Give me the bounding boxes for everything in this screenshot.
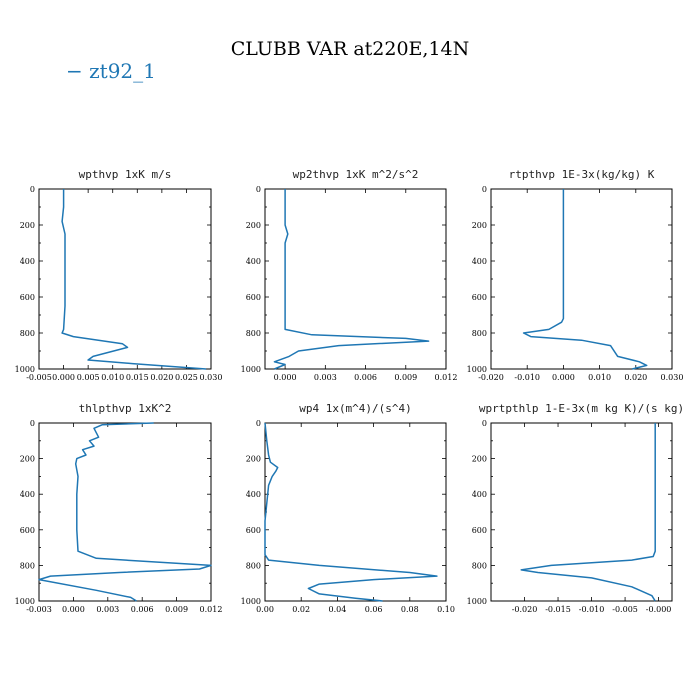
x-tick-label: 0.003 (314, 373, 337, 382)
x-tick-label: -0.020 (478, 373, 504, 382)
y-tick-label: 1000 (241, 365, 261, 374)
panel-title: rtpthvp 1E-3x(kg/kg) K (509, 168, 655, 181)
figure-title: CLUBB VAR at220E,14N (231, 38, 470, 60)
panel-title: wp4 1x(m^4)/(s^4) (299, 402, 412, 415)
panel-title: wprtpthlp 1-E-3x(m kg K)/(s kg) (479, 402, 684, 415)
legend-entry: − zt92_1 (66, 59, 156, 83)
x-tick-label: 0.006 (131, 605, 154, 614)
y-tick-label: 800 (472, 561, 487, 570)
y-tick-label: 1000 (467, 365, 487, 374)
x-tick-label: 0.030 (200, 373, 223, 382)
y-tick-label: 400 (472, 490, 487, 499)
x-tick-label: 0.020 (150, 373, 173, 382)
y-tick-label: 200 (472, 221, 487, 230)
x-tick-label: 0.04 (328, 605, 346, 614)
x-tick-label: -0.010 (579, 605, 605, 614)
x-tick-label: 0.010 (588, 373, 611, 382)
panel-6: wprtpthlp 1-E-3x(m kg K)/(s kg) 0 200 400 60… (467, 402, 685, 614)
x-tick-label: 0.10 (437, 605, 455, 614)
plot-frame (38, 422, 212, 602)
y-tick-label: 800 (246, 561, 261, 570)
plot-frame (490, 188, 673, 370)
y-tick-label: 400 (472, 257, 487, 266)
y-tick-label: 200 (20, 455, 35, 464)
series-line (273, 189, 430, 370)
y-tick-label: 800 (246, 329, 261, 338)
y-tick-label: 1000 (241, 597, 261, 606)
y-tick-label: 0 (482, 419, 487, 428)
y-tick-label: 600 (20, 526, 35, 535)
series-line (61, 189, 207, 370)
panel-2: wp2thvp 1xK m^2/s^2 0 200 400 600 800 1000 0.00… (241, 168, 458, 382)
y-tick-label: 200 (246, 455, 261, 464)
x-tick-label: 0.006 (354, 373, 377, 382)
panel-title: wp2thvp 1xK m^2/s^2 (293, 168, 419, 181)
x-tick-label: -0.005 (612, 605, 638, 614)
x-tick-label: -0.005 (26, 373, 52, 382)
x-tick-label: 0.06 (365, 605, 383, 614)
x-tick-label: 0.010 (101, 373, 124, 382)
x-tick-label: 0.012 (200, 605, 223, 614)
series-line (38, 422, 212, 602)
y-tick-label: 1000 (15, 365, 35, 374)
x-tick-label: 0.000 (62, 605, 85, 614)
y-tick-label: 600 (472, 526, 487, 535)
y-tick-label: 200 (20, 221, 35, 230)
y-tick-label: 0 (30, 185, 35, 194)
x-tick-label: -0.020 (512, 605, 538, 614)
y-tick-label: 600 (246, 293, 261, 302)
y-tick-label: 400 (20, 257, 35, 266)
x-tick-label: 0.005 (77, 373, 100, 382)
y-tick-label: 1000 (15, 597, 35, 606)
x-tick-label: 0.000 (552, 373, 575, 382)
x-tick-label: 0.012 (435, 373, 458, 382)
y-tick-label: 800 (472, 329, 487, 338)
series-line (522, 189, 648, 370)
y-tick-label: 600 (20, 293, 35, 302)
y-tick-label: 600 (472, 293, 487, 302)
y-tick-label: 400 (246, 257, 261, 266)
x-tick-label: -0.000 (646, 605, 672, 614)
panel-3: rtpthvp 1E-3x(kg/kg) K02004006008001000-… (467, 168, 684, 382)
plot-frame (490, 422, 673, 602)
y-tick-label: 1000 (467, 597, 487, 606)
x-tick-label: 0.000 (274, 373, 297, 382)
y-tick-label: 0 (256, 419, 261, 428)
x-tick-label: 0.020 (624, 373, 647, 382)
x-tick-label: -0.003 (26, 605, 52, 614)
x-tick-label: 0.025 (175, 373, 198, 382)
y-tick-label: 800 (20, 561, 35, 570)
x-tick-label: 0.02 (292, 605, 310, 614)
y-tick-label: 0 (256, 185, 261, 194)
panel-title: wpthvp 1xK m/s (79, 168, 172, 181)
series-line (520, 423, 656, 602)
x-tick-label: 0.030 (661, 373, 684, 382)
x-tick-label: 0.08 (401, 605, 419, 614)
x-tick-label: 0.009 (394, 373, 417, 382)
panel-title: thlpthvp 1xK^2 (79, 402, 172, 415)
x-tick-label: 0.009 (165, 605, 188, 614)
series-line (264, 422, 438, 602)
x-tick-label: 0.00 (256, 605, 274, 614)
y-tick-label: 400 (20, 490, 35, 499)
x-tick-label: 0.000 (52, 373, 75, 382)
y-tick-label: 200 (246, 221, 261, 230)
y-tick-label: 400 (246, 490, 261, 499)
x-tick-label: -0.015 (545, 605, 571, 614)
panel-4: thlpthvp 1xK^2 0 200 400 600 800 1000-0.003 0.0… (15, 402, 223, 614)
y-tick-label: 0 (30, 419, 35, 428)
y-tick-label: 600 (246, 526, 261, 535)
y-tick-label: 0 (482, 185, 487, 194)
x-tick-label: 0.003 (96, 605, 119, 614)
x-tick-label: -0.010 (514, 373, 540, 382)
y-tick-label: 200 (472, 455, 487, 464)
x-tick-label: 0.015 (126, 373, 149, 382)
y-tick-label: 800 (20, 329, 35, 338)
